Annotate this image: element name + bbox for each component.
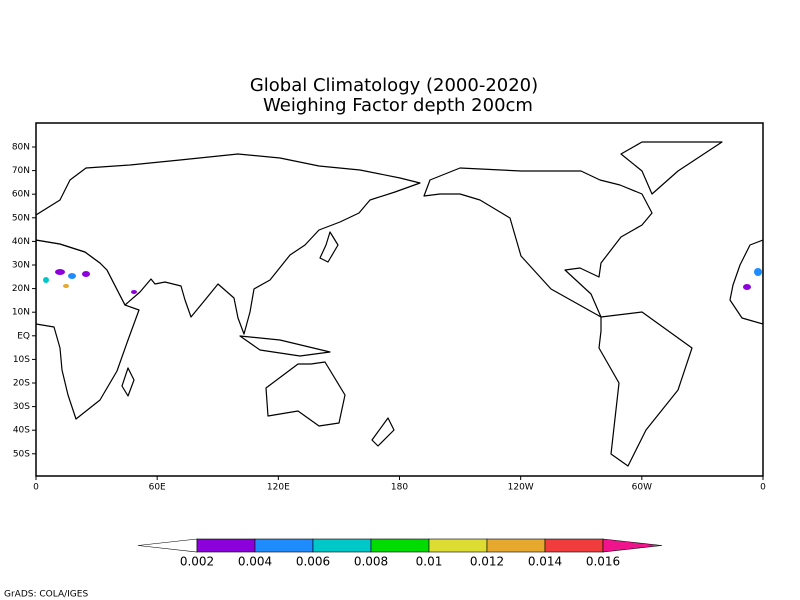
colorbar-box xyxy=(486,538,546,553)
colorbar-label: 0.008 xyxy=(354,555,388,569)
lat-label: 40S xyxy=(13,426,30,436)
colorbar-box xyxy=(196,538,256,553)
lat-label: 80N xyxy=(12,143,30,153)
lat-label: 10N xyxy=(12,308,30,318)
lat-label: 10S xyxy=(13,355,30,365)
colorbar-end xyxy=(602,538,663,553)
colorbar-label: 0.012 xyxy=(470,555,504,569)
colorbar-label: 0.004 xyxy=(238,555,272,569)
lat-label: 70N xyxy=(12,166,30,176)
coastlines xyxy=(36,141,763,467)
footer: GrADS: COLA/IGES xyxy=(4,590,88,600)
lon-label: 120E xyxy=(267,483,290,493)
africa-west xyxy=(729,239,763,325)
north-america xyxy=(423,167,653,318)
lat-label: 30S xyxy=(13,402,30,412)
lat-label: 20N xyxy=(12,284,30,294)
south-america xyxy=(598,311,693,467)
colorbar-label: 0.016 xyxy=(586,555,620,569)
lat-label: 50S xyxy=(13,449,30,459)
title-line: Global Climatology (2000-2020) xyxy=(250,75,538,96)
lon-label: 0 xyxy=(33,483,39,493)
lon-label: 60E xyxy=(149,483,166,493)
lat-label: 50N xyxy=(12,213,30,223)
lon-label: 60W xyxy=(632,483,652,493)
lon-label: 120W xyxy=(508,483,534,493)
indonesia xyxy=(239,335,331,357)
data-patches xyxy=(43,268,762,294)
colorbar-box xyxy=(312,538,372,553)
title-line: Weighing Factor depth 200cm xyxy=(263,95,533,116)
lat-label: 20S xyxy=(13,379,30,389)
greenland xyxy=(620,141,723,195)
colorbar-label: 0.01 xyxy=(416,555,443,569)
colorbar-label: 0.006 xyxy=(296,555,330,569)
colorbar-label: 0.014 xyxy=(528,555,562,569)
lon-label: 180 xyxy=(391,483,408,493)
colorbar-end xyxy=(137,538,198,553)
lat-label: 40N xyxy=(12,237,30,247)
map xyxy=(35,122,764,477)
australia xyxy=(265,361,346,427)
japan xyxy=(319,231,339,263)
colorbar-box xyxy=(428,538,488,553)
colorbar-label: 0.002 xyxy=(180,555,214,569)
eurasia xyxy=(36,153,421,335)
lon-label: 0 xyxy=(760,483,766,493)
lat-label: 30N xyxy=(12,261,30,271)
madagascar xyxy=(121,367,135,397)
new-zealand xyxy=(371,417,395,447)
colorbar-box xyxy=(544,538,604,553)
lat-label: 60N xyxy=(12,190,30,200)
lat-label: EQ xyxy=(17,331,30,341)
colorbar-box xyxy=(254,538,314,553)
colorbar-box xyxy=(370,538,430,553)
